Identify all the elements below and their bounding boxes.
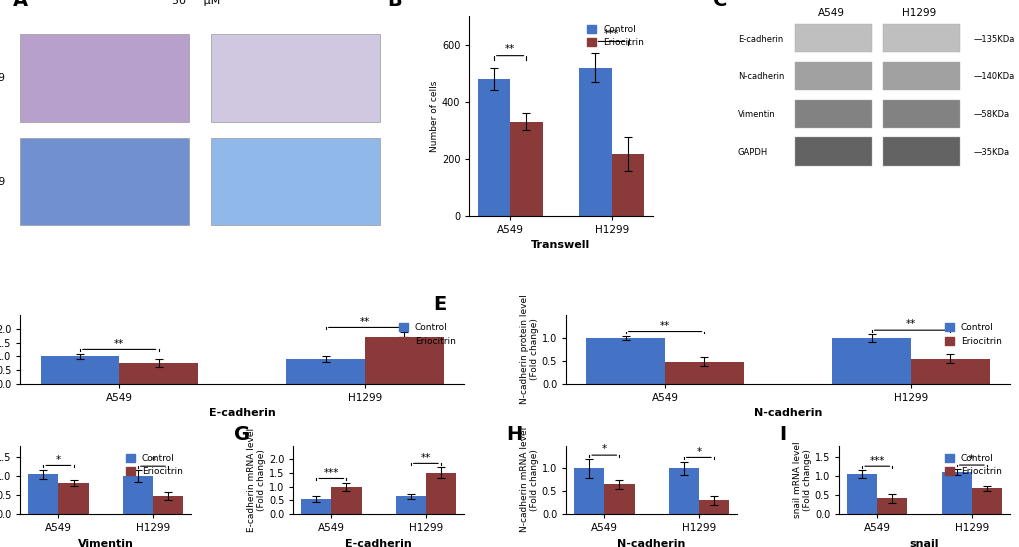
Text: **: **	[504, 44, 515, 54]
Bar	[20, 34, 189, 122]
Bar	[58, 483, 89, 514]
Bar	[876, 498, 907, 514]
Text: **: **	[114, 339, 124, 349]
Bar	[882, 100, 960, 128]
Bar	[331, 487, 362, 514]
Bar	[795, 62, 871, 90]
Bar	[477, 79, 510, 216]
Text: —35KDa: —35KDa	[973, 148, 1009, 157]
Bar	[510, 121, 542, 216]
Text: G: G	[233, 425, 250, 444]
Bar	[286, 359, 365, 384]
Bar	[795, 137, 871, 166]
Text: A549: A549	[817, 8, 844, 18]
Bar	[910, 358, 988, 384]
Text: *: *	[968, 455, 973, 464]
Bar	[795, 100, 871, 128]
Text: GAPDH: GAPDH	[737, 148, 767, 157]
Text: Vimentin: Vimentin	[737, 110, 774, 119]
Bar	[795, 24, 871, 53]
Legend: Control, Eriocitrin: Control, Eriocitrin	[940, 450, 1005, 480]
X-axis label: N-cadherin: N-cadherin	[753, 408, 821, 418]
Text: **: **	[360, 317, 370, 327]
X-axis label: Vimentin: Vimentin	[77, 539, 133, 547]
Bar	[211, 34, 379, 122]
Text: ***: ***	[323, 468, 338, 478]
Text: **: **	[659, 321, 669, 331]
Bar	[882, 62, 960, 90]
X-axis label: snail: snail	[909, 539, 938, 547]
Text: N-cadherin: N-cadherin	[737, 72, 784, 82]
Text: —135KDa: —135KDa	[973, 34, 1015, 44]
Bar	[611, 154, 644, 216]
Text: H1299: H1299	[901, 8, 935, 18]
X-axis label: N-cadherin: N-cadherin	[616, 539, 685, 547]
Text: *: *	[696, 447, 701, 457]
Text: *: *	[601, 445, 606, 455]
Text: *: *	[150, 456, 155, 465]
Bar	[698, 501, 729, 514]
Text: H: H	[506, 425, 523, 444]
Bar	[832, 338, 910, 384]
Bar	[122, 476, 153, 514]
Text: H1299: H1299	[0, 177, 6, 187]
Text: C: C	[712, 0, 727, 10]
Bar	[846, 474, 876, 514]
X-axis label: E-cadherin: E-cadherin	[209, 408, 275, 418]
Text: **: **	[421, 453, 431, 463]
Y-axis label: E-cadherin mRNA level
(Fold change): E-cadherin mRNA level (Fold change)	[247, 428, 266, 532]
Text: A549: A549	[0, 73, 6, 83]
Text: A: A	[13, 0, 29, 10]
Text: —140KDa: —140KDa	[973, 72, 1014, 82]
Text: E: E	[433, 295, 446, 313]
Bar	[574, 468, 603, 514]
Bar	[579, 68, 611, 216]
Bar	[20, 138, 189, 225]
Text: ***: ***	[868, 456, 884, 465]
Text: —58KDa: —58KDa	[973, 110, 1009, 119]
Bar	[667, 468, 698, 514]
Text: B: B	[386, 0, 401, 10]
X-axis label: Transwell: Transwell	[531, 240, 590, 250]
Bar	[426, 473, 455, 514]
Bar	[586, 338, 664, 384]
Legend: Control, Eriocitrin: Control, Eriocitrin	[583, 21, 647, 51]
Bar	[211, 138, 379, 225]
Y-axis label: Number of cells: Number of cells	[430, 80, 438, 152]
Bar	[365, 337, 443, 384]
Legend: Control, Eriocitrin: Control, Eriocitrin	[394, 319, 459, 350]
Bar	[29, 474, 58, 514]
Text: *: *	[56, 455, 61, 465]
Text: 50     μM: 50 μM	[172, 0, 220, 7]
Text: I: I	[779, 425, 786, 444]
Legend: Control, Eriocitrin: Control, Eriocitrin	[122, 450, 186, 480]
Bar	[971, 488, 1001, 514]
Legend: Control, Eriocitrin: Control, Eriocitrin	[940, 319, 1005, 350]
Bar	[664, 362, 743, 384]
Y-axis label: snail mRNA level
(Fold change): snail mRNA level (Fold change)	[792, 441, 811, 518]
Bar	[882, 24, 960, 53]
Text: E-cadherin: E-cadherin	[737, 34, 783, 44]
Bar	[882, 137, 960, 166]
Bar	[941, 472, 971, 514]
Bar	[119, 363, 198, 384]
Bar	[395, 496, 426, 514]
Text: ***: ***	[603, 30, 619, 39]
Bar	[41, 356, 119, 384]
Y-axis label: N-cadherin protein level
(Fold change): N-cadherin protein level (Fold change)	[520, 294, 539, 404]
X-axis label: E-cadherin: E-cadherin	[344, 539, 412, 547]
Text: **: **	[905, 319, 915, 329]
Bar	[153, 496, 183, 514]
Bar	[603, 485, 634, 514]
Y-axis label: N-cadherin mRNA level
(Fold change): N-cadherin mRNA level (Fold change)	[520, 427, 539, 532]
Bar	[301, 499, 331, 514]
